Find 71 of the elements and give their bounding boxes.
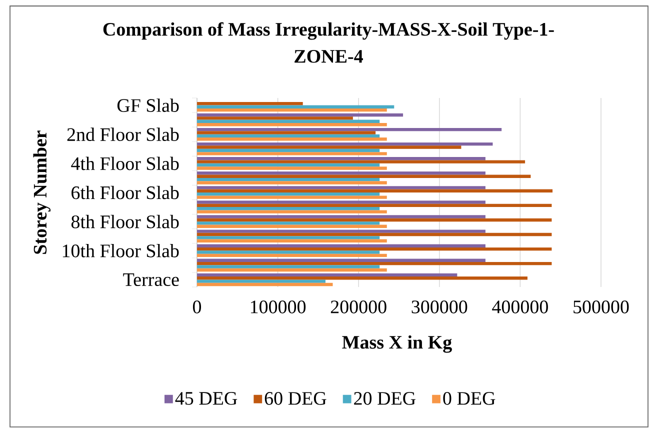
- bar: [197, 262, 552, 266]
- bar: [197, 239, 387, 243]
- bar: [197, 148, 380, 152]
- x-axis-title: Mass X in Kg: [342, 335, 452, 353]
- x-tick-label: 0: [192, 300, 202, 314]
- bar: [197, 204, 552, 208]
- y-tick-label: GF Slab: [117, 98, 179, 112]
- bar: [197, 160, 526, 164]
- bar: [197, 102, 303, 106]
- bar: [197, 181, 387, 184]
- bar: [197, 268, 387, 272]
- bar: [197, 236, 380, 240]
- legend-label: 0 DEG: [443, 392, 496, 405]
- bar: [197, 200, 486, 204]
- legend-label: 20 DEG: [354, 392, 416, 405]
- x-tick-label: 200000: [330, 300, 386, 314]
- bar: [197, 244, 486, 248]
- bar: [197, 186, 486, 190]
- bar: [197, 247, 552, 251]
- bar: [197, 174, 531, 178]
- bar: [197, 215, 486, 218]
- bar: [197, 146, 462, 149]
- bar: [197, 128, 502, 132]
- y-tick-label: 8th Floor Slab: [71, 214, 179, 228]
- bar: [197, 172, 486, 175]
- bar: [197, 258, 486, 262]
- y-tick-label: Terrace: [123, 273, 179, 286]
- bar: [197, 178, 380, 182]
- bar: [197, 166, 387, 170]
- legend-label: 45 DEG: [175, 392, 238, 405]
- bar: [197, 138, 387, 141]
- y-tick-label: 6th Floor Slab: [72, 186, 179, 200]
- bar: [197, 224, 387, 228]
- bar: [197, 120, 380, 123]
- bar: [197, 189, 553, 192]
- bar: [197, 232, 552, 236]
- bar: [197, 108, 387, 112]
- legend-label: 60 DEG: [264, 392, 326, 405]
- x-tick-label: 500000: [574, 300, 629, 314]
- bar: [197, 254, 387, 258]
- y-tick-label: 4th Floor Slab: [71, 156, 179, 170]
- bar: [197, 280, 326, 283]
- bar: [197, 123, 387, 126]
- bar: [197, 230, 486, 233]
- bar: [197, 116, 353, 120]
- bar: [197, 192, 380, 196]
- bar: [197, 207, 380, 210]
- y-tick-label: 10th Floor Slab: [62, 244, 179, 258]
- chart-title: Comparison of Mass Irregularity-MASS-X-Soil Type-1-ZONE-4: [103, 22, 554, 63]
- y-tick-label: 2nd Floor Slab: [67, 128, 179, 142]
- y-axis-title: Storey Number: [33, 130, 51, 254]
- bar: [197, 157, 486, 160]
- bar: [197, 142, 493, 146]
- bar: [197, 250, 380, 254]
- bar: [197, 105, 394, 108]
- bar: [197, 163, 380, 167]
- bar: [197, 218, 552, 222]
- bar: [197, 134, 380, 138]
- x-tick-label: 400000: [492, 300, 548, 314]
- bar: [197, 276, 528, 280]
- x-tick-label: 300000: [412, 300, 468, 314]
- bar: [197, 113, 404, 117]
- bar: [197, 265, 380, 268]
- x-tick-label: 100000: [250, 300, 306, 314]
- bar: [197, 196, 387, 199]
- bar: [197, 152, 387, 156]
- bar: [197, 131, 376, 134]
- bar: [197, 222, 380, 225]
- bar: [197, 273, 458, 277]
- bar: [197, 210, 387, 214]
- bar: [197, 282, 333, 286]
